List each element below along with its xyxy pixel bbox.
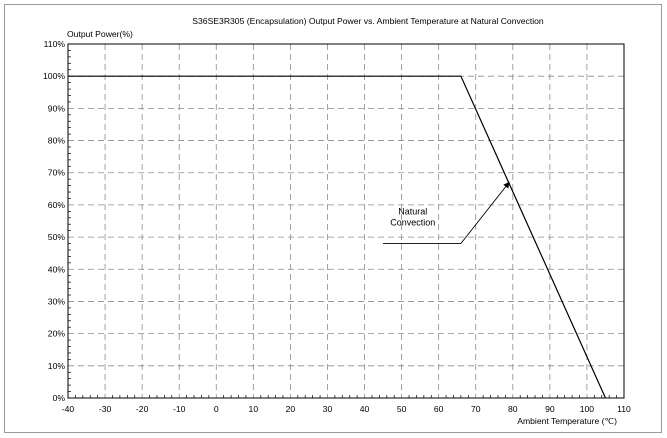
x-tick-label: 90: [545, 404, 555, 414]
annotation-text: Convection: [390, 218, 435, 228]
x-tick-label: 40: [360, 404, 370, 414]
x-tick-label: 60: [434, 404, 444, 414]
gridlines: [68, 44, 624, 398]
y-tick-label: 110%: [44, 39, 66, 49]
y-tick-label: 50%: [48, 232, 66, 242]
annotation-text: Natural: [398, 207, 427, 217]
x-tick-label: 100: [580, 404, 595, 414]
plot-border: [67, 43, 625, 399]
y-tick-label: 100%: [43, 71, 65, 81]
annotation-arrow: [460, 181, 510, 244]
x-tick-label: 80: [508, 404, 518, 414]
x-tick-label: 50: [397, 404, 407, 414]
x-tick-label: 70: [471, 404, 481, 414]
y-axis-label: Output Power(%): [67, 29, 133, 39]
chart-title: S36SE3R305 (Encapsulation) Output Power …: [192, 16, 544, 26]
y-tick-label: 80%: [48, 136, 66, 146]
derating-curve: [68, 75, 607, 399]
y-tick-labels: 0% 10% 20% 30% 40% 50% 60% 70% 80% 90% 100% 110%: [43, 39, 65, 403]
y-tick-label: 70%: [48, 168, 66, 178]
x-tick-label: -20: [136, 404, 149, 414]
x-tick-label: 0: [214, 404, 219, 414]
chart-frame: [4, 4, 662, 433]
series-layer: [68, 75, 607, 399]
y-tick-label: 30%: [48, 296, 66, 306]
x-tick-label: -10: [173, 404, 186, 414]
x-tick-labels: -40 -30 -20 -10 0 10 20 30 40 50 60 70 80 90 100 110: [62, 404, 631, 414]
x-tick-label: -40: [62, 404, 75, 414]
x-tick-label: 30: [323, 404, 333, 414]
x-tick-label: 20: [286, 404, 296, 414]
x-tick-label: 110: [617, 404, 631, 414]
y-tick-label: 40%: [48, 264, 66, 274]
y-tick-label: 90%: [48, 103, 66, 113]
x-tick-label: -30: [99, 404, 112, 414]
y-tick-label: 60%: [48, 200, 66, 210]
axis-ticks: [68, 50, 617, 398]
y-tick-label: 0%: [53, 393, 66, 403]
y-tick-label: 10%: [48, 361, 66, 371]
y-tick-label: 20%: [48, 329, 66, 339]
x-axis-label: Ambient Temperature (℃): [517, 416, 617, 426]
x-tick-label: 10: [249, 404, 259, 414]
